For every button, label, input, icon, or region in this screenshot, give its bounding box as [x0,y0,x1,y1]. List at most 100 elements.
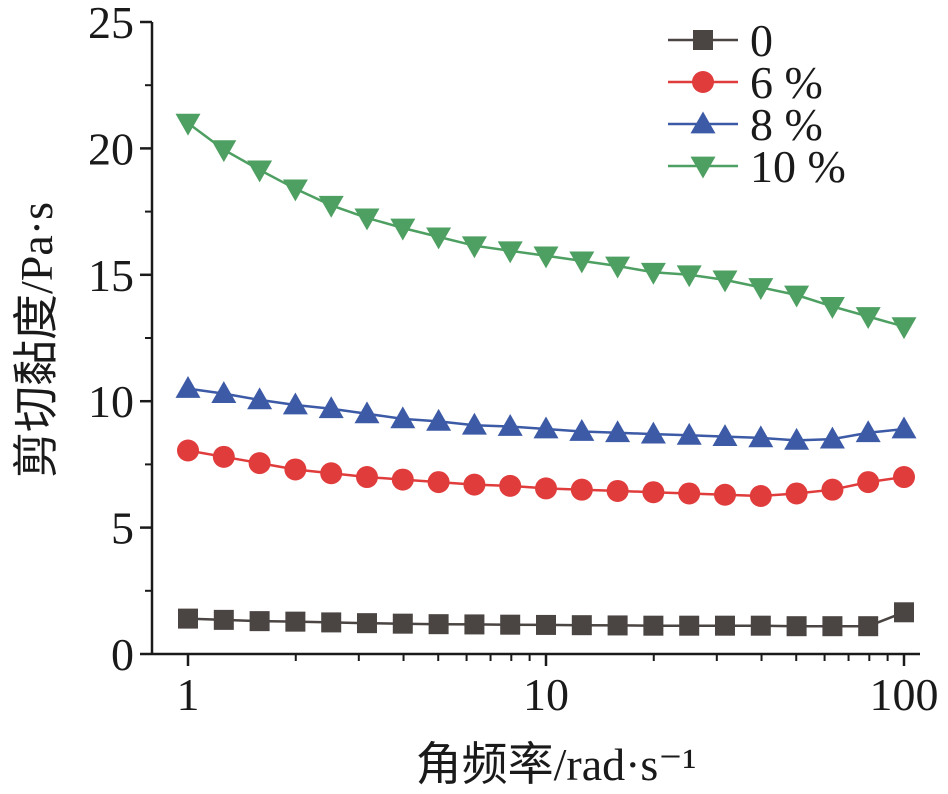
data-point [786,616,807,637]
data-point [247,160,273,183]
data-point [211,140,237,163]
data-point [712,424,738,446]
data-point [318,396,344,419]
data-point [321,612,342,633]
data-point [247,387,273,410]
legend-label: 8 % [750,99,823,150]
data-point [891,416,917,439]
data-point [533,416,559,439]
data-point [211,381,237,403]
data-point [640,262,666,285]
axes-layer: 0 5 10 15 20 25 1 10 100 [88,0,939,720]
data-point [178,608,198,629]
data-point [461,412,487,435]
data-point [855,420,881,443]
data-point [858,616,879,637]
data-point [640,421,666,444]
data-point [678,482,701,505]
data-point [213,609,234,630]
data-point [712,270,738,293]
data-point [748,425,774,448]
data-point [891,317,917,340]
data-point [784,427,810,450]
series-3 [175,113,917,340]
data-point [355,466,378,489]
data-point [282,392,308,415]
data-point [390,406,416,429]
data-point [569,251,595,274]
data-point [748,278,774,300]
y-tick-label: 10 [88,376,134,427]
series-layer [175,113,917,637]
data-point [249,611,270,632]
data-point [497,241,523,264]
legend-item-2: 8 % [668,99,823,150]
data-point [693,30,713,50]
data-point [318,195,344,218]
data-point [714,615,735,636]
data-point [391,468,414,491]
series-1 [177,439,915,507]
data-point [606,479,629,502]
data-point [679,615,700,636]
data-point [821,478,844,501]
data-point [354,401,380,424]
data-point [749,485,772,507]
data-point [676,265,702,288]
data-point [464,614,485,635]
data-point [390,218,416,241]
legend: 06 %8 %10 % [668,15,846,192]
data-point [819,426,845,449]
data-point [676,422,702,445]
series-0 [178,602,914,637]
data-point [713,483,736,506]
data-point [894,602,914,623]
data-point [463,473,486,496]
data-point [426,227,452,250]
data-point [571,615,592,636]
legend-item-1: 6 % [668,57,823,108]
data-point [690,156,716,179]
data-point [642,481,665,504]
data-point [320,462,343,485]
data-point [392,613,413,634]
data-point [284,458,307,481]
data-point [212,445,235,468]
legend-item-3: 10 % [668,141,846,192]
data-point [500,614,521,635]
data-point [461,236,487,259]
data-point [607,615,628,636]
x-tick-label: 1 [177,669,200,720]
data-point [785,482,808,505]
data-point [177,439,199,462]
y-tick-label: 20 [88,123,134,174]
data-point [282,179,308,202]
y-tick-label: 15 [88,250,134,301]
data-point [285,611,306,632]
y-tick-label: 25 [88,0,134,48]
data-point [819,297,845,319]
x-tick-label: 10 [523,669,569,720]
data-point [692,71,714,93]
data-point [248,452,271,475]
data-point [822,616,843,637]
data-point [497,413,523,436]
y-tick-label: 0 [111,629,134,680]
y-axis-title: 剪切黏度/Pa·s [11,202,62,478]
data-point [533,246,559,269]
data-point [784,285,810,308]
data-point [499,474,522,497]
data-point [690,111,716,134]
data-point [426,408,452,431]
data-point [857,471,880,494]
y-tick-label: 5 [111,503,134,554]
data-point [750,615,771,636]
data-point [356,613,377,634]
data-point [855,307,881,330]
data-point [643,615,664,636]
data-point [605,256,631,279]
data-point [428,614,449,635]
x-tick-label: 100 [870,669,939,720]
data-point [536,614,556,635]
